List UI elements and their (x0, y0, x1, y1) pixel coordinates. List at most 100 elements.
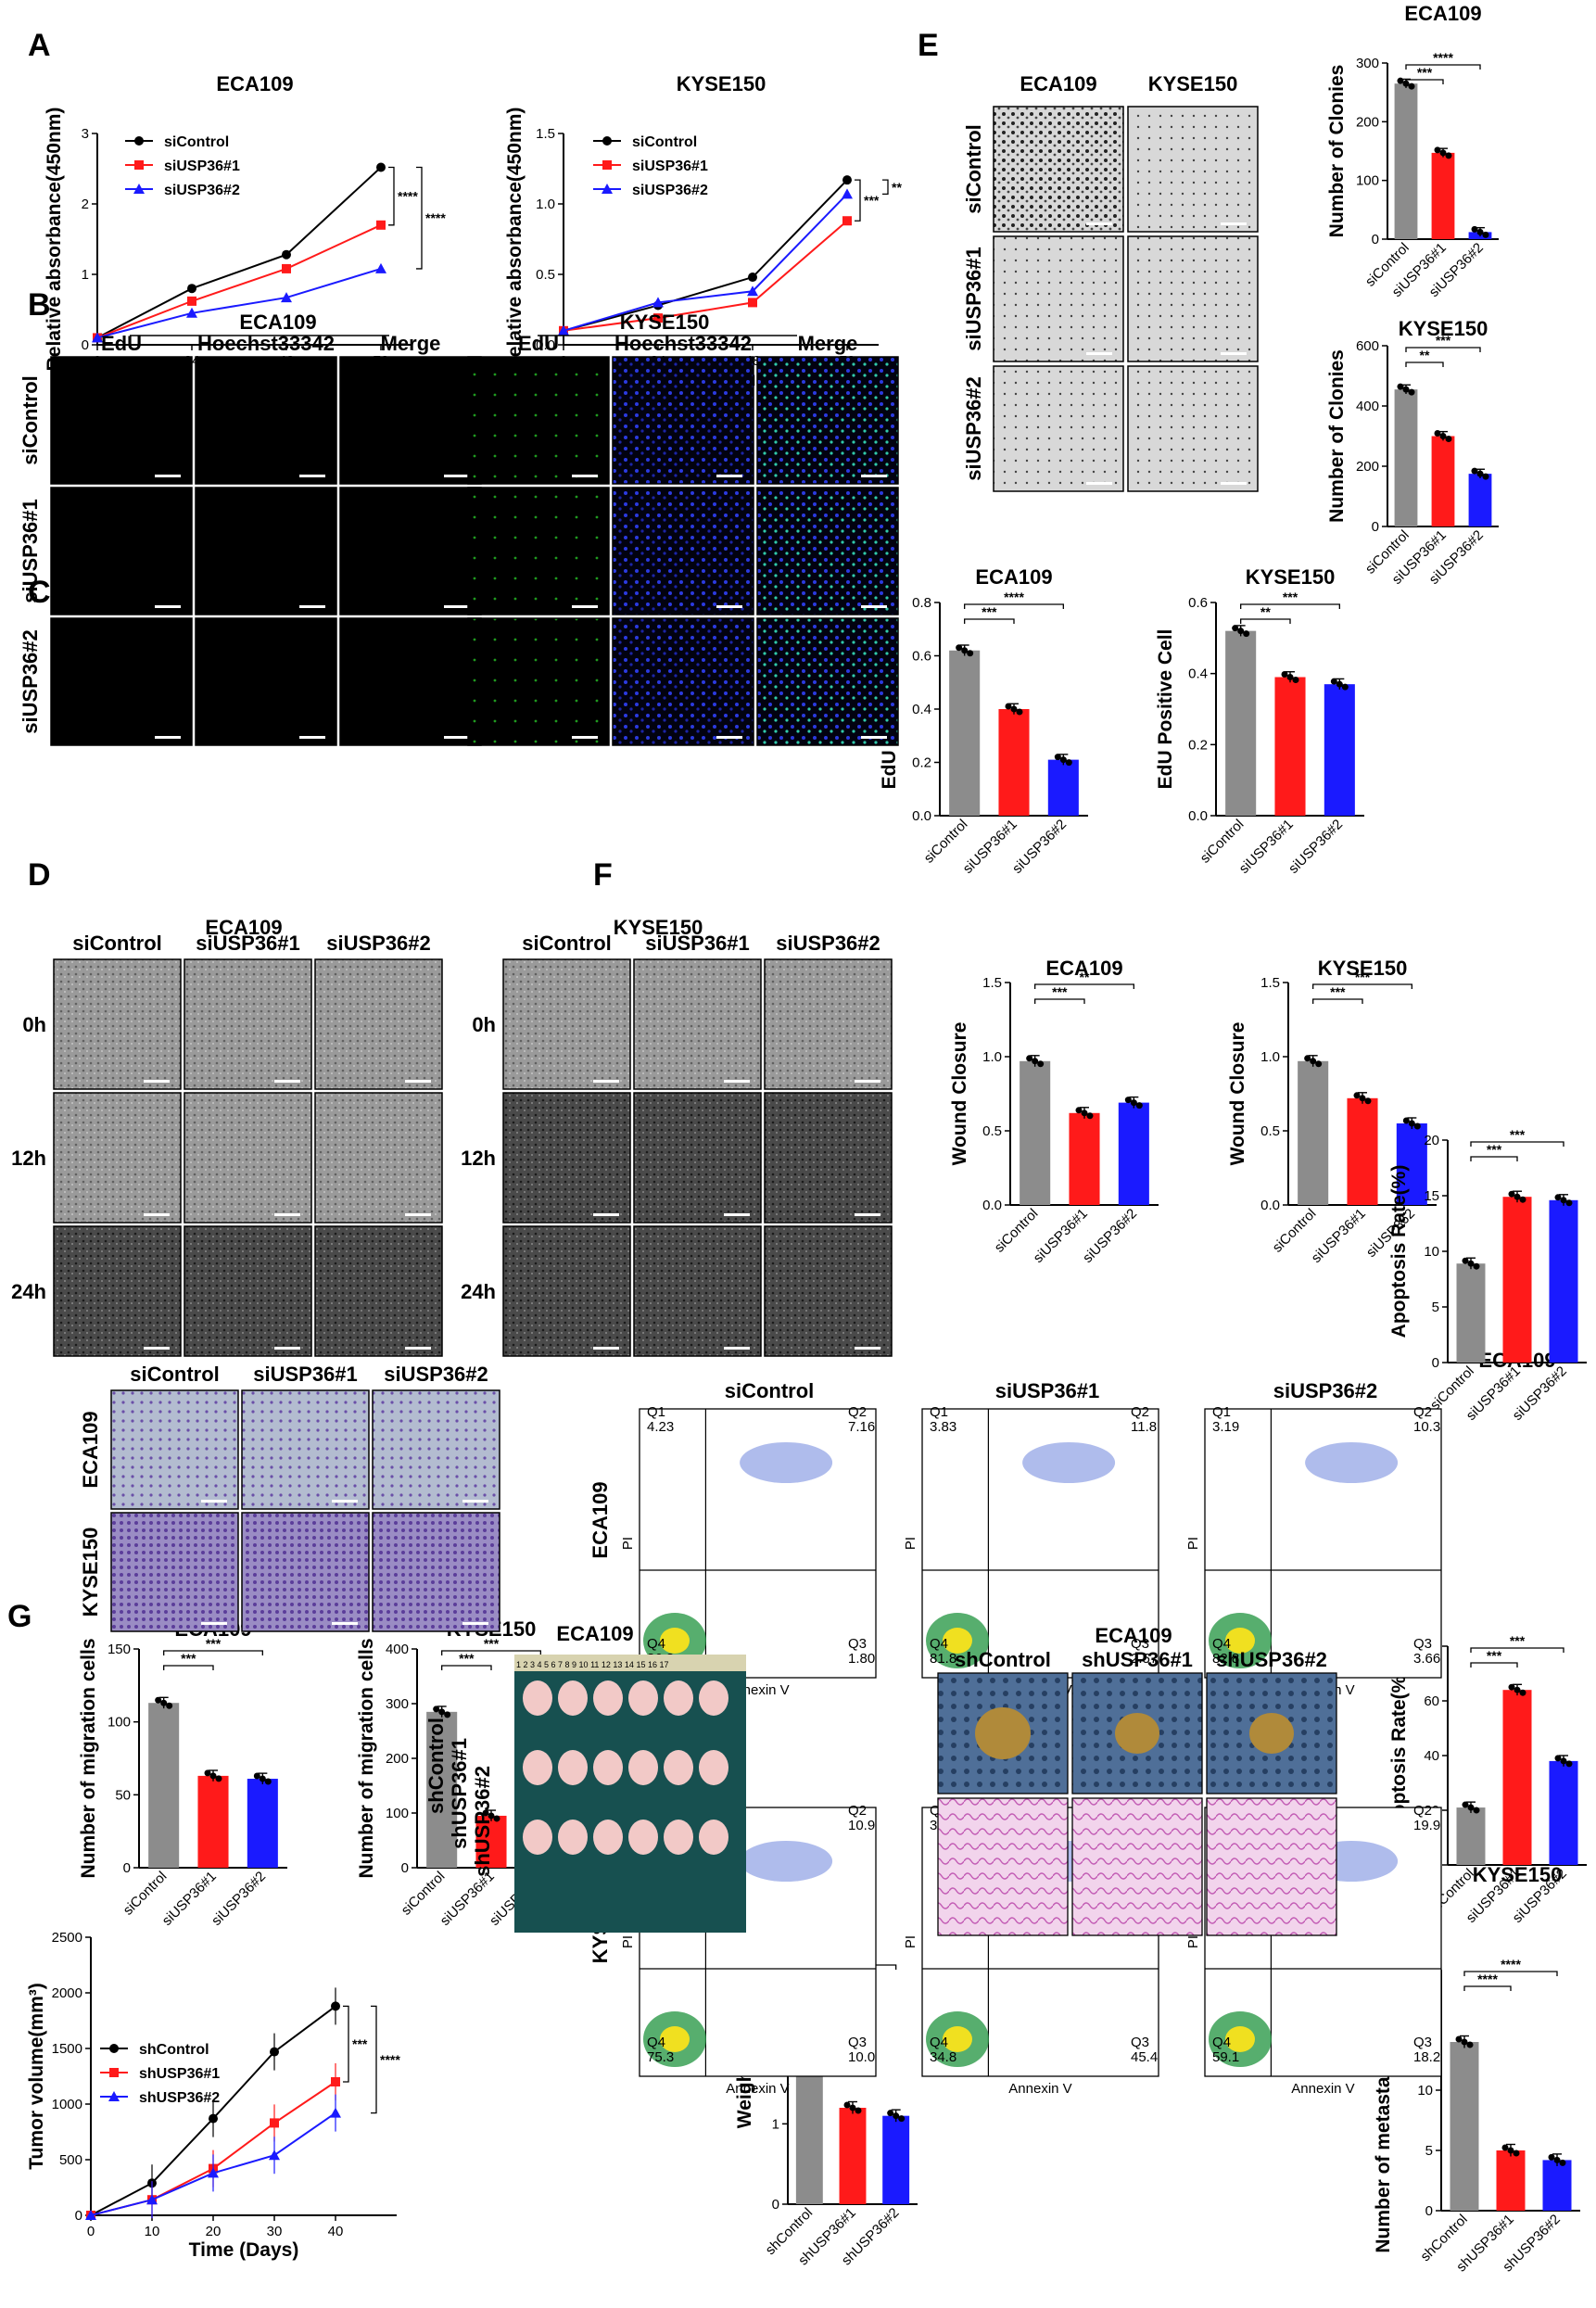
panel-C-eca-image (314, 1092, 443, 1224)
panel-D-col-label: siUSP36#2 (384, 1363, 488, 1386)
panel-letter-G: G (7, 1599, 32, 1634)
legend-label-A1: siUSP36#2 (164, 183, 240, 198)
panel-B-kyse-scale-bar (716, 475, 742, 477)
panel-B-kyse-scale-bar (861, 605, 887, 608)
data-point-A2 (652, 297, 664, 308)
panel-E-col-label: KYSE150 (1148, 72, 1238, 95)
data-point-Ek (1402, 386, 1410, 393)
panel-D-col-label: siControl (130, 1363, 220, 1386)
panel-E-image (1127, 235, 1259, 362)
panel-F-quadrant-name: Q1 (1212, 1404, 1231, 1420)
data-point-Ck (1315, 1060, 1323, 1068)
panel-C-kyse-col-label: siControl (522, 932, 612, 955)
panel-F-quadrant-value: 75.3 (647, 2049, 674, 2065)
data-point-Fe (1560, 1197, 1567, 1204)
panel-F-quadrant-name: Q2 (1131, 1404, 1149, 1420)
data-point-Ee (1476, 228, 1484, 235)
panel-D-scale-bar (462, 1500, 488, 1503)
data-point-A2 (558, 324, 569, 336)
bar-Ck-1 (1347, 1097, 1378, 1205)
chart-title-Ek: KYSE150 (1399, 317, 1488, 340)
series-line-A2-0 (563, 179, 848, 332)
data-point-Ck (1359, 1095, 1366, 1102)
y-tick-label-Ee: 200 (1356, 114, 1379, 130)
panel-F-quadrant-name: Q3 (848, 1636, 867, 1652)
panel-F-quadrant-value: 7.16 (848, 1419, 875, 1435)
y-tick-label-Bk: 0.6 (1188, 595, 1208, 611)
panel-C-eca-scale-bar (274, 1347, 300, 1350)
panel-B-kyse-scale-bar (716, 605, 742, 608)
panel-D-scale-bar (332, 1622, 358, 1625)
panel-B-kyse-col-label: Merge (798, 332, 858, 355)
y-tick-label-Bk: 0.4 (1188, 666, 1208, 682)
sig-Bk-a-bracket (1240, 618, 1291, 624)
data-point-Ek (1408, 388, 1415, 396)
panel-I-histology (937, 1797, 1069, 1936)
x-tick-label-G: 40 (328, 2224, 344, 2239)
panel-C-eca-row-label: 12h (11, 1147, 46, 1170)
panel-C-kyse-scale-bar (855, 1080, 880, 1083)
panel-H-tumor (523, 1680, 552, 1716)
y-tick-label-Be: 0.4 (912, 702, 931, 717)
panel-letter-C: C (28, 575, 51, 610)
panel-H-tumor (628, 1820, 658, 1855)
panel-C-kyse-scale-bar (724, 1080, 750, 1083)
y-tick-label-Ce: 0.5 (982, 1123, 1002, 1139)
panel-B-eca-image (50, 617, 193, 746)
data-point-A1 (187, 284, 196, 294)
panel-H-tumor (593, 1680, 623, 1716)
chart-title-A2: KYSE150 (677, 72, 766, 95)
legend-label-A2: siUSP36#2 (632, 183, 708, 198)
data-point-I (1559, 2159, 1566, 2166)
legend-marker-A1 (134, 160, 144, 170)
sig-Ce-a-label: *** (1052, 984, 1068, 999)
panel-F-quadrant-name: Q3 (1413, 1636, 1432, 1652)
x-tick-label-G: 0 (87, 2224, 95, 2239)
y-axis-label-Ce: Wound Closure (949, 1022, 970, 1166)
panel-F-quadrant-name: Q4 (1212, 2035, 1231, 2050)
panel-C-kyse-image (502, 958, 631, 1090)
data-point-Dk (493, 1815, 500, 1822)
legend-label-A2: siUSP36#1 (632, 159, 708, 174)
data-point-A1 (376, 162, 386, 172)
data-point-Fe (1519, 1196, 1526, 1203)
panel-D-scale-bar (201, 1622, 227, 1625)
panel-E-image (993, 235, 1124, 362)
data-point-Fe (1565, 1199, 1573, 1207)
panel-F-quadrant-value: 2.57 (1131, 1651, 1158, 1667)
y-tick-label-A2: 1.5 (536, 126, 555, 142)
data-point-Bk (1281, 671, 1288, 678)
data-point-Ck (1413, 1122, 1421, 1130)
panel-B-kyse-image (467, 356, 610, 485)
data-point-Ck (1310, 1058, 1317, 1065)
panel-B-kyse-image (612, 487, 754, 615)
bar-Fe-0 (1456, 1263, 1486, 1363)
legend-marker-G (109, 2044, 119, 2053)
panel-C-kyse-image (764, 958, 893, 1090)
panel-H-tumor (593, 1820, 623, 1855)
y-axis-label-Ee: Number of Clonies (1326, 65, 1348, 238)
sig-Fk-b-label: *** (1510, 1633, 1526, 1648)
panel-B-kyse-image (756, 487, 899, 615)
x-tick-label-Be: siUSP36#2 (1009, 817, 1070, 877)
panel-B-eca-scale-bar (155, 475, 181, 477)
panel-D-image (241, 1512, 370, 1632)
panel-D-scale-bar (332, 1500, 358, 1503)
panel-B-eca-row-label: siUSP36#1 (19, 499, 42, 603)
panel-B-eca-scale-bar (299, 475, 325, 477)
data-point-G (331, 2077, 340, 2086)
y-tick-label-Dk: 0 (401, 1860, 409, 1876)
panel-F-y-axis-label: PI (620, 1537, 636, 1550)
panel-B-kyse-title: KYSE150 (620, 311, 710, 334)
y-axis-label-Fe: Apoptosis Rate(%) (1388, 1165, 1410, 1338)
panel-C-eca-image (53, 1092, 182, 1224)
data-point-De (166, 1702, 173, 1709)
bar-Bk-0 (1225, 630, 1257, 816)
y-tick-label-Be: 0.8 (912, 595, 931, 611)
panel-B-kyse-image (756, 617, 899, 746)
bar-Ck-2 (1396, 1123, 1427, 1205)
panel-C-eca-col-label: siUSP36#2 (326, 932, 431, 955)
y-tick-label-Fe: 0 (1432, 1355, 1439, 1371)
panel-D-image (110, 1512, 239, 1632)
panel-C-kyse-scale-bar (724, 1213, 750, 1216)
